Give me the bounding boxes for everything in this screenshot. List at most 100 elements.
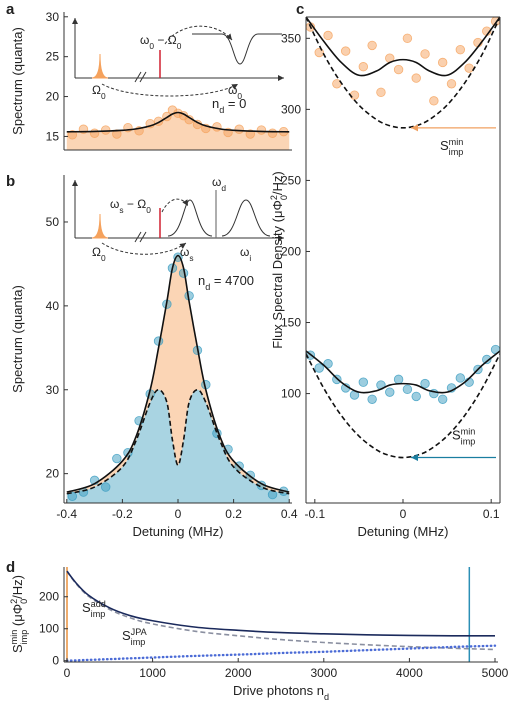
inset-label: ωi xyxy=(240,245,251,263)
inset-b xyxy=(72,180,284,255)
y-tick-label: 350 xyxy=(281,31,301,45)
x-axis-label: Drive photons nd xyxy=(233,683,329,702)
text-part: = 4700 xyxy=(210,273,254,288)
subscript: d xyxy=(205,282,210,292)
y-tick-label: 300 xyxy=(281,102,301,116)
data-point xyxy=(437,394,448,404)
x-axis-label: Detuning (MHz) xyxy=(357,524,448,539)
curve xyxy=(65,644,497,662)
y-tick-label: 20 xyxy=(46,467,60,481)
x-tick-label: 0.1 xyxy=(483,507,500,521)
y-tick-label: 30 xyxy=(46,383,60,397)
data-point xyxy=(393,64,404,75)
data-point xyxy=(455,373,466,383)
inset-a xyxy=(72,18,284,97)
subscript: 0 xyxy=(19,599,29,604)
data-point xyxy=(420,378,430,389)
data-point xyxy=(101,482,111,492)
text-part: ω xyxy=(228,83,237,97)
text-part: (μΦ xyxy=(10,604,25,630)
x-tick-label: 4000 xyxy=(396,666,423,680)
subscript: s xyxy=(119,205,123,215)
panel-label: b xyxy=(6,173,15,190)
data-point xyxy=(358,62,369,72)
data-point xyxy=(411,73,421,83)
panel-label: a xyxy=(6,1,15,18)
subscript: imp xyxy=(91,609,106,619)
data-point xyxy=(482,354,492,365)
data-point xyxy=(173,252,183,262)
data-point xyxy=(349,90,360,100)
y-tick-label: 100 xyxy=(281,387,301,401)
inset-label: ωd xyxy=(212,175,226,193)
data-point xyxy=(411,391,421,402)
text-part: ω xyxy=(110,197,119,211)
annotation: Simpadd xyxy=(82,599,106,619)
text-part: S xyxy=(440,138,449,153)
subscript: imp xyxy=(131,637,146,647)
text-part: S xyxy=(82,600,91,615)
annotation: nd = 4700 xyxy=(198,273,254,292)
subscript: d xyxy=(324,692,329,702)
data-point xyxy=(67,130,78,140)
data-point xyxy=(89,128,100,138)
text-part: Ω xyxy=(92,245,101,259)
data-point xyxy=(429,96,439,106)
text-part: − Ω xyxy=(154,33,177,47)
panel-label: c xyxy=(296,1,304,18)
annotation: nd = 0 xyxy=(212,96,246,115)
subscript: d xyxy=(219,105,224,115)
y-tick-label: 25 xyxy=(46,50,60,64)
data-point xyxy=(267,128,278,138)
subscript: imp xyxy=(449,147,464,157)
inset-label: ωs xyxy=(180,245,194,263)
subscript: 0 xyxy=(149,41,154,51)
text-part: S xyxy=(10,644,25,653)
area xyxy=(66,389,290,503)
data-point xyxy=(67,491,78,501)
x-tick-label: 1000 xyxy=(139,666,166,680)
data-point xyxy=(446,79,457,89)
x-tick-label: 0.4 xyxy=(281,507,298,521)
plot-area xyxy=(306,17,500,459)
subscript: d xyxy=(221,183,226,193)
curve xyxy=(66,388,290,495)
subscript: s xyxy=(189,253,193,263)
text-part: Ω xyxy=(92,83,101,97)
y-tick-label: 0 xyxy=(52,654,59,668)
data-point xyxy=(256,125,267,135)
y-tick-label: 100 xyxy=(39,622,59,636)
x-tick-label: 0 xyxy=(64,666,71,680)
x-tick-label: -0.1 xyxy=(304,507,325,521)
data-point xyxy=(376,87,386,98)
curve xyxy=(66,254,290,493)
data-point xyxy=(314,363,324,373)
subscript: imp xyxy=(461,437,476,447)
y-tick-label: 15 xyxy=(46,129,60,143)
inset-label: ω0 − Ω0 xyxy=(140,33,182,51)
x-axis-label: Detuning (MHz) xyxy=(132,524,223,539)
x-tick-label: 5000 xyxy=(482,666,509,680)
y-tick-label: 150 xyxy=(281,316,301,330)
plot-area xyxy=(65,567,497,662)
area xyxy=(66,112,290,150)
text-part: S xyxy=(122,628,131,643)
text-part: ω xyxy=(212,175,221,189)
data-point xyxy=(323,359,333,369)
inset-label: Ω0 xyxy=(92,245,106,263)
superscript: add xyxy=(91,599,106,609)
text-part: /Hz) xyxy=(10,575,25,599)
y-axis-label: Flux Spectral Density (μΦ02/Hz) xyxy=(269,171,289,349)
inset-label: ωs − Ω0 xyxy=(110,197,151,215)
x-tick-label: -0.2 xyxy=(112,507,133,521)
text-part: = 0 xyxy=(224,96,246,111)
text-part: S xyxy=(452,428,461,443)
data-point xyxy=(367,40,377,51)
text-part: ω xyxy=(180,245,189,259)
text-part: /Hz) xyxy=(270,171,285,195)
data-point xyxy=(323,30,333,41)
y-tick-label: 200 xyxy=(39,590,59,604)
x-tick-label: 2000 xyxy=(225,666,252,680)
text-part: ω xyxy=(140,33,149,47)
